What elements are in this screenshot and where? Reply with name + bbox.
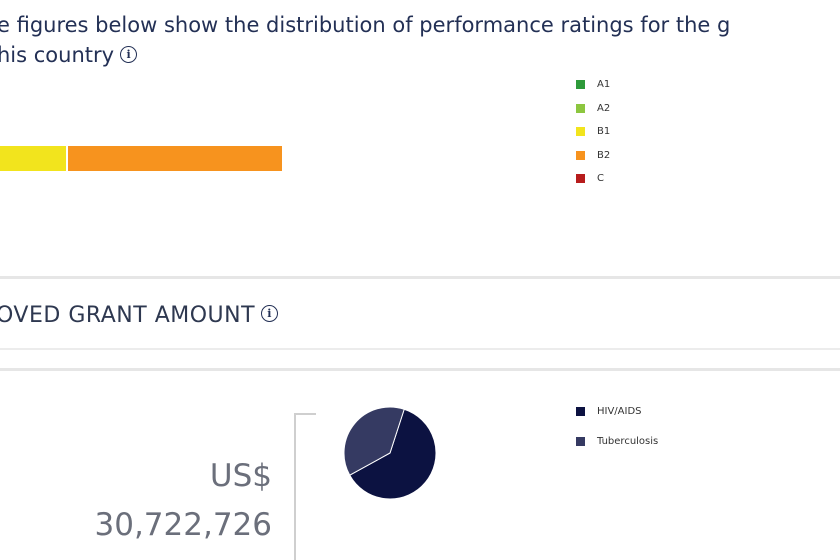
grant-pie-chart — [343, 406, 437, 500]
legend-label: B1 — [597, 126, 611, 138]
amount-value: 30,722,726 — [94, 507, 273, 543]
legend-swatch — [576, 150, 585, 160]
currency-label: US$ — [209, 458, 272, 494]
pie-legend-item[interactable]: Tuberculosis — [576, 426, 658, 456]
legend-label: A1 — [597, 79, 611, 91]
grant-amount: US$ 30,722,726 — [95, 452, 273, 550]
pie-legend: HIV/AIDS Tuberculosis — [576, 396, 658, 456]
legend-label: HIV/AIDS — [597, 405, 642, 417]
legend-swatch — [576, 127, 585, 137]
rating-legend-item[interactable]: C — [576, 167, 610, 191]
legend-swatch — [576, 103, 585, 113]
rating-legend-item[interactable]: A1 — [576, 73, 610, 97]
performance-rating-bar — [0, 146, 282, 171]
pie-legend-item[interactable]: HIV/AIDS — [576, 396, 658, 426]
legend-label: B2 — [597, 149, 611, 161]
rating-legend-item[interactable]: B1 — [576, 120, 610, 144]
rating-segment-b2[interactable] — [66, 146, 282, 171]
section-title: OVED GRANT AMOUNT i — [0, 303, 279, 328]
pie-slice-tuberculosis[interactable] — [343, 406, 405, 476]
ratings-legend: A1 A2 B1 B2 C — [576, 73, 610, 191]
legend-swatch — [576, 174, 585, 184]
legend-swatch — [576, 406, 585, 416]
section-divider — [0, 276, 840, 279]
intro-line-1: e figures below show the distribution of… — [0, 13, 731, 37]
chart-bracket — [294, 413, 316, 560]
section-divider — [0, 368, 840, 371]
legend-label: Tuberculosis — [597, 435, 659, 447]
legend-swatch — [576, 80, 585, 90]
rating-legend-item[interactable]: A2 — [576, 97, 610, 121]
rating-segment-b1[interactable] — [0, 146, 66, 171]
intro-line-2-text: his country — [0, 43, 115, 67]
intro-line-2: his country i — [0, 40, 840, 70]
pie-slice-hiv-aids[interactable] — [349, 408, 437, 500]
legend-label: A2 — [597, 102, 611, 114]
intro-text: e figures below show the distribution of… — [0, 10, 840, 70]
info-icon[interactable]: i — [120, 46, 138, 63]
rating-legend-item[interactable]: B2 — [576, 144, 610, 168]
legend-label: C — [597, 173, 604, 185]
section-divider — [0, 348, 840, 350]
section-title-text: OVED GRANT AMOUNT — [0, 303, 256, 328]
legend-swatch — [576, 436, 585, 446]
info-icon[interactable]: i — [261, 305, 279, 322]
